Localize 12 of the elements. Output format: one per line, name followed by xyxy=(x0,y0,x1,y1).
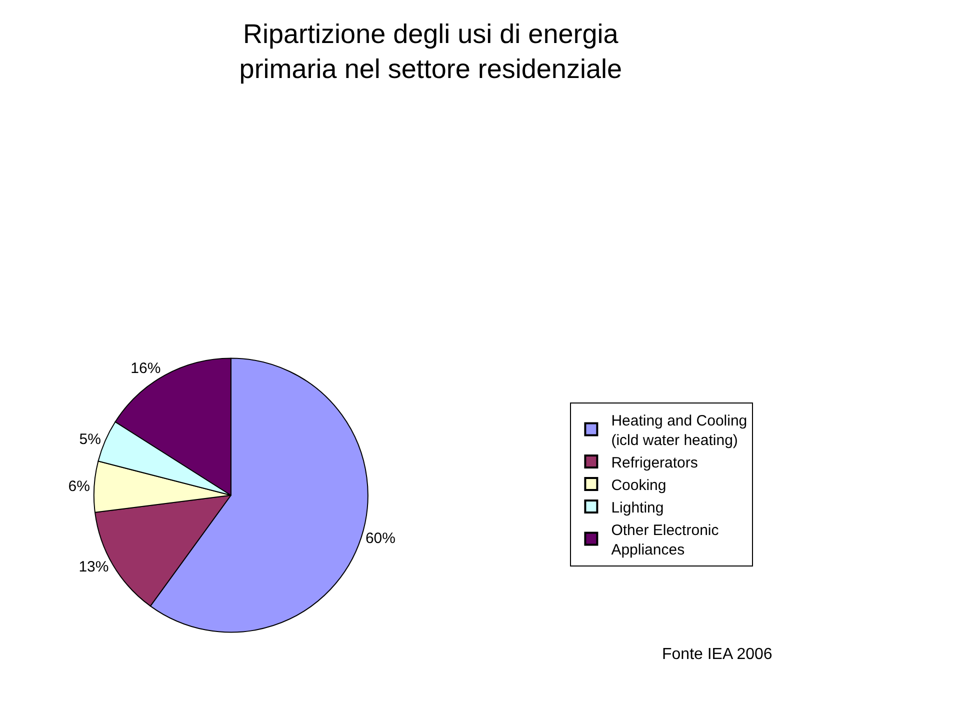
source-note: Fonte IEA 2006 xyxy=(662,646,772,663)
legend-label: Refrigerators xyxy=(611,454,698,472)
data-label: 6% xyxy=(68,478,90,496)
data-label: 13% xyxy=(78,558,109,576)
legend-label: Lighting xyxy=(611,499,664,516)
legend-label: Other Electronic Appliances xyxy=(611,522,720,558)
data-label: 5% xyxy=(79,430,101,448)
legend-label: Cooking xyxy=(611,476,666,494)
data-label: 16% xyxy=(130,360,161,378)
legend-label: Heating and Cooling (icld water heating) xyxy=(611,412,748,449)
data-label: 60% xyxy=(365,530,396,547)
chart-title: Ripartizione degli usi di energia primaria nel settore residenziale xyxy=(239,19,622,84)
